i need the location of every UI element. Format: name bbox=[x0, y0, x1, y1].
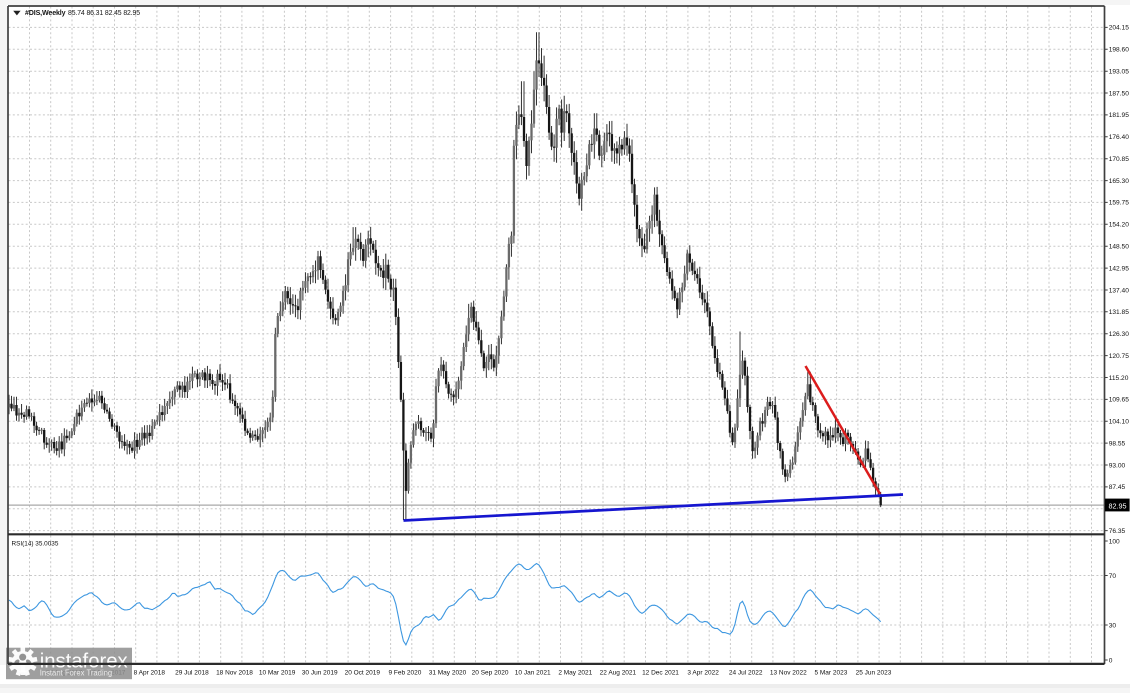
svg-text:131.85: 131.85 bbox=[1109, 309, 1130, 316]
svg-text:instaforex: instaforex bbox=[40, 649, 129, 672]
svg-text:Instant Forex Trading: Instant Forex Trading bbox=[40, 668, 113, 677]
svg-text:20 Oct 2019: 20 Oct 2019 bbox=[345, 669, 381, 676]
svg-text:109.65: 109.65 bbox=[1109, 397, 1130, 404]
svg-text:9 Feb 2020: 9 Feb 2020 bbox=[388, 669, 421, 676]
svg-text:159.75: 159.75 bbox=[1109, 200, 1130, 207]
svg-text:193.05: 193.05 bbox=[1109, 69, 1130, 76]
svg-text:5 Mar 2023: 5 Mar 2023 bbox=[814, 669, 847, 676]
svg-text:22 Aug 2021: 22 Aug 2021 bbox=[600, 669, 637, 676]
svg-text:82.95: 82.95 bbox=[1109, 501, 1127, 510]
svg-text:13 Nov 2022: 13 Nov 2022 bbox=[770, 669, 807, 676]
svg-text:100: 100 bbox=[1109, 539, 1120, 546]
svg-text:181.95: 181.95 bbox=[1109, 112, 1130, 119]
svg-text:187.50: 187.50 bbox=[1109, 90, 1130, 97]
svg-text:98.55: 98.55 bbox=[1109, 440, 1126, 447]
svg-text:RSI(14) 35.0035: RSI(14) 35.0035 bbox=[12, 541, 59, 548]
svg-text:137.40: 137.40 bbox=[1109, 287, 1130, 294]
svg-text:24 Jul 2022: 24 Jul 2022 bbox=[729, 669, 763, 676]
svg-text:154.20: 154.20 bbox=[1109, 222, 1130, 229]
svg-text:176.40: 176.40 bbox=[1109, 134, 1130, 141]
svg-text:10 Jan 2021: 10 Jan 2021 bbox=[515, 669, 551, 676]
svg-text:104.10: 104.10 bbox=[1109, 419, 1130, 426]
svg-text:170.85: 170.85 bbox=[1109, 156, 1130, 163]
svg-text:142.95: 142.95 bbox=[1109, 265, 1130, 272]
svg-text:148.50: 148.50 bbox=[1109, 244, 1130, 251]
svg-text:8 Apr 2018: 8 Apr 2018 bbox=[134, 669, 166, 676]
svg-text:87.45: 87.45 bbox=[1109, 484, 1126, 491]
svg-text:30 Jun 2019: 30 Jun 2019 bbox=[302, 669, 338, 676]
svg-text:18 Nov 2018: 18 Nov 2018 bbox=[216, 669, 253, 676]
svg-text:115.20: 115.20 bbox=[1109, 375, 1129, 382]
svg-text:85.74 86.31 82.45 82.95: 85.74 86.31 82.45 82.95 bbox=[68, 10, 140, 17]
svg-text:120.75: 120.75 bbox=[1109, 353, 1130, 360]
svg-text:165.30: 165.30 bbox=[1109, 178, 1130, 185]
svg-text:204.15: 204.15 bbox=[1109, 25, 1130, 32]
svg-text:31 May 2020: 31 May 2020 bbox=[429, 669, 467, 676]
svg-text:198.60: 198.60 bbox=[1109, 47, 1130, 54]
svg-text:29 Jul 2018: 29 Jul 2018 bbox=[175, 669, 209, 676]
svg-text:10 Mar 2019: 10 Mar 2019 bbox=[259, 669, 296, 676]
svg-text:70: 70 bbox=[1109, 573, 1117, 580]
svg-text:126.30: 126.30 bbox=[1109, 331, 1130, 338]
svg-text:20 Sep 2020: 20 Sep 2020 bbox=[472, 669, 509, 676]
svg-text:12 Dec 2021: 12 Dec 2021 bbox=[642, 669, 679, 676]
svg-text:2 May 2021: 2 May 2021 bbox=[558, 669, 592, 676]
svg-text:0: 0 bbox=[1109, 658, 1113, 665]
svg-text:25 Jun 2023: 25 Jun 2023 bbox=[856, 669, 892, 676]
svg-text:3 Apr 2022: 3 Apr 2022 bbox=[687, 669, 719, 676]
svg-text:76.35: 76.35 bbox=[1109, 528, 1126, 535]
svg-text:93.00: 93.00 bbox=[1109, 462, 1126, 469]
svg-text:#DIS,Weekly: #DIS,Weekly bbox=[25, 9, 66, 17]
svg-text:30: 30 bbox=[1109, 623, 1117, 630]
